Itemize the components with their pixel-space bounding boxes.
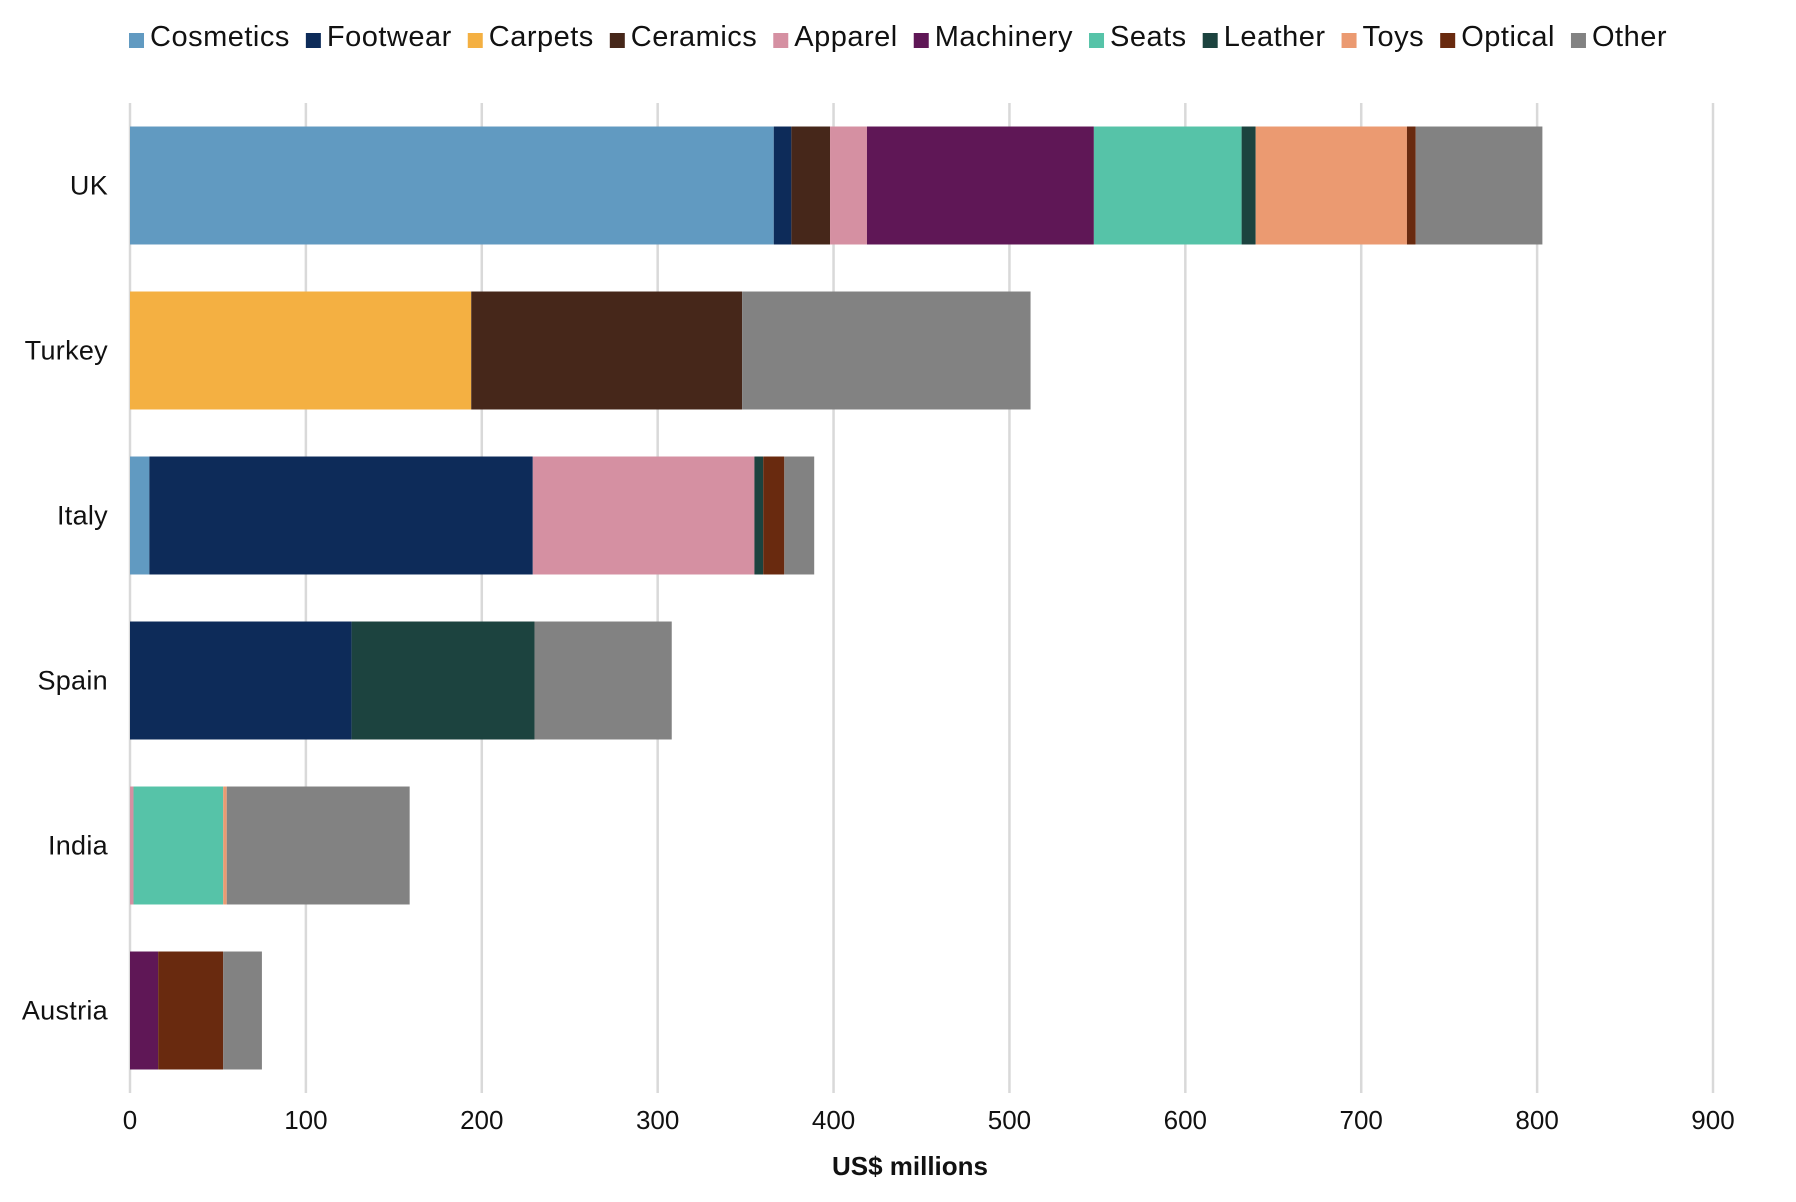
x-tick-label-300: 300 xyxy=(636,1105,679,1135)
bar-spain-leather xyxy=(351,621,535,740)
bar-india-other xyxy=(226,786,410,905)
x-tick-label-0: 0 xyxy=(123,1105,137,1135)
bar-austria-machinery xyxy=(130,951,159,1070)
category-label-spain: Spain xyxy=(37,666,108,696)
bar-turkey-carpets xyxy=(130,291,472,410)
legend-item-seats: Seats xyxy=(1089,21,1187,53)
x-tick-label-500: 500 xyxy=(988,1105,1031,1135)
category-labels: UK Turkey Italy Spain India Austria xyxy=(22,171,109,1026)
legend-label-seats: Seats xyxy=(1110,21,1187,53)
legend-swatch-cosmetics xyxy=(129,33,145,48)
bar-uk-seats xyxy=(1093,126,1242,245)
legend-item-machinery: Machinery xyxy=(913,21,1073,53)
bar-uk-other xyxy=(1415,126,1543,245)
legend-label-other: Other xyxy=(1592,21,1667,53)
bar-uk-optical xyxy=(1406,126,1416,245)
legend-swatch-ceramics xyxy=(609,33,625,48)
category-label-turkey: Turkey xyxy=(25,336,109,366)
bar-austria-optical xyxy=(158,951,224,1070)
gridlines xyxy=(128,103,1715,1093)
legend-item-toys: Toys xyxy=(1341,21,1425,53)
legend-label-cosmetics: Cosmetics xyxy=(150,21,290,53)
legend-swatch-machinery xyxy=(913,33,929,48)
bar-italy-footwear xyxy=(149,456,533,575)
legend-item-leather: Leather xyxy=(1202,21,1326,53)
category-label-italy: Italy xyxy=(57,501,108,531)
bar-italy-other xyxy=(784,456,815,575)
x-tick-label-900: 900 xyxy=(1691,1105,1734,1135)
legend-swatch-leather xyxy=(1202,33,1218,48)
bar-turkey-ceramics xyxy=(471,291,743,410)
bar-uk-toys xyxy=(1255,126,1407,245)
legend-swatch-optical xyxy=(1440,33,1456,48)
legend-item-optical: Optical xyxy=(1440,21,1555,53)
x-tick-label-100: 100 xyxy=(284,1105,327,1135)
legend-label-leather: Leather xyxy=(1224,21,1326,53)
legend-item-other: Other xyxy=(1570,21,1667,53)
bar-india-apparel xyxy=(130,786,134,905)
x-tick-label-700: 700 xyxy=(1340,1105,1383,1135)
legend-item-carpets: Carpets xyxy=(467,21,594,53)
bar-spain-footwear xyxy=(130,621,352,740)
legend-swatch-footwear xyxy=(305,33,321,48)
bar-italy-leather xyxy=(754,456,764,575)
legend: Cosmetics Footwear Carpets Ceramics Apparel M… xyxy=(129,21,1667,53)
legend-label-ceramics: Ceramics xyxy=(631,21,757,53)
bar-uk-leather xyxy=(1241,126,1256,245)
legend-label-apparel: Apparel xyxy=(794,21,897,53)
x-tick-label-200: 200 xyxy=(460,1105,503,1135)
bar-spain-other xyxy=(534,621,672,740)
legend-label-toys: Toys xyxy=(1363,21,1425,53)
bar-uk-apparel xyxy=(830,126,867,245)
bar-italy-optical xyxy=(763,456,785,575)
bar-italy-cosmetics xyxy=(130,456,150,575)
bar-uk-ceramics xyxy=(791,126,831,245)
bar-italy-apparel xyxy=(532,456,755,575)
legend-item-apparel: Apparel xyxy=(773,21,897,53)
x-tick-label-600: 600 xyxy=(1164,1105,1207,1135)
legend-label-optical: Optical xyxy=(1461,21,1555,53)
bar-uk-machinery xyxy=(866,126,1094,245)
legend-label-carpets: Carpets xyxy=(489,21,594,53)
x-tick-label-800: 800 xyxy=(1515,1105,1558,1135)
bar-india-toys xyxy=(223,786,227,905)
legend-item-cosmetics: Cosmetics xyxy=(129,21,290,53)
bar-austria-other xyxy=(223,951,262,1070)
x-tick-labels: 0 100 200 300 400 500 600 700 800 900 xyxy=(123,1105,1735,1135)
legend-swatch-other xyxy=(1570,33,1586,48)
legend-swatch-apparel xyxy=(773,33,789,48)
bar-india-seats xyxy=(133,786,224,905)
bar-turkey-other xyxy=(742,291,1031,410)
x-axis-title: US$ millions xyxy=(832,1151,988,1181)
x-tick-label-400: 400 xyxy=(812,1105,855,1135)
legend-label-footwear: Footwear xyxy=(327,21,452,53)
bars xyxy=(130,126,1543,1070)
legend-swatch-carpets xyxy=(467,33,483,48)
category-label-austria: Austria xyxy=(22,996,109,1026)
bar-uk-cosmetics xyxy=(130,126,774,245)
legend-label-machinery: Machinery xyxy=(935,21,1073,53)
category-label-uk: UK xyxy=(70,171,108,201)
bar-uk-footwear xyxy=(773,126,792,245)
legend-swatch-seats xyxy=(1089,33,1105,48)
legend-swatch-toys xyxy=(1341,33,1357,48)
legend-item-footwear: Footwear xyxy=(305,21,452,53)
category-label-india: India xyxy=(48,831,109,861)
legend-item-ceramics: Ceramics xyxy=(609,21,757,53)
